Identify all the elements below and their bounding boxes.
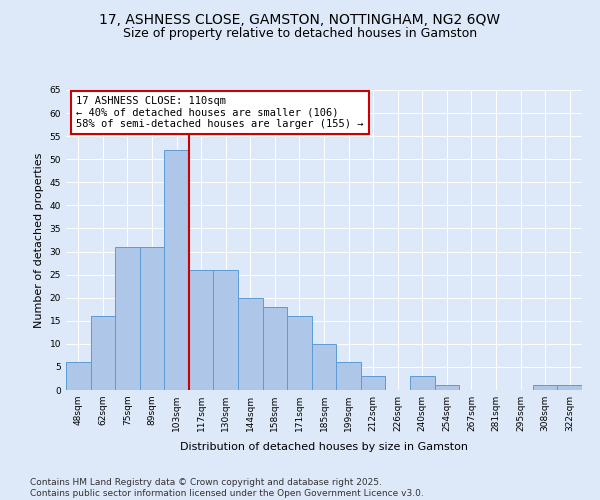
Bar [263, 307, 287, 390]
Text: Distribution of detached houses by size in Gamston: Distribution of detached houses by size … [180, 442, 468, 452]
Bar [533, 386, 557, 390]
Y-axis label: Number of detached properties: Number of detached properties [34, 152, 44, 328]
Text: Contains HM Land Registry data © Crown copyright and database right 2025.
Contai: Contains HM Land Registry data © Crown c… [30, 478, 424, 498]
Bar [410, 376, 434, 390]
Bar [91, 316, 115, 390]
Bar [115, 247, 140, 390]
Bar [238, 298, 263, 390]
Text: 17, ASHNESS CLOSE, GAMSTON, NOTTINGHAM, NG2 6QW: 17, ASHNESS CLOSE, GAMSTON, NOTTINGHAM, … [100, 12, 500, 26]
Bar [189, 270, 214, 390]
Bar [287, 316, 312, 390]
Bar [557, 386, 582, 390]
Bar [312, 344, 336, 390]
Bar [214, 270, 238, 390]
Bar [164, 150, 189, 390]
Bar [336, 362, 361, 390]
Bar [140, 247, 164, 390]
Bar [66, 362, 91, 390]
Bar [361, 376, 385, 390]
Bar [434, 386, 459, 390]
Text: Size of property relative to detached houses in Gamston: Size of property relative to detached ho… [123, 28, 477, 40]
Text: 17 ASHNESS CLOSE: 110sqm
← 40% of detached houses are smaller (106)
58% of semi-: 17 ASHNESS CLOSE: 110sqm ← 40% of detach… [76, 96, 364, 129]
